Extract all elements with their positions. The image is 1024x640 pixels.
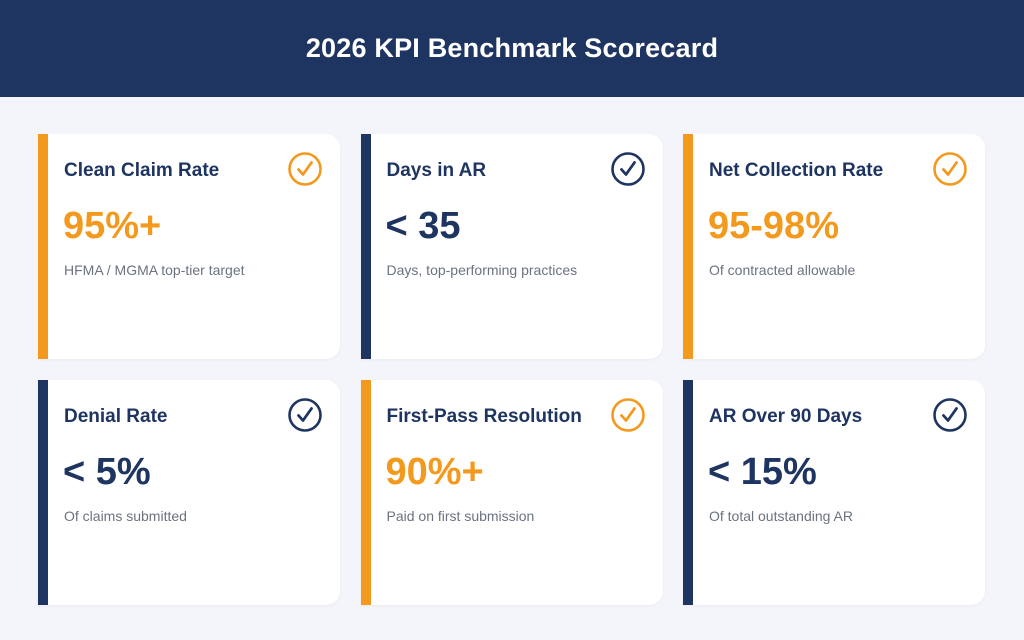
kpi-title: First-Pass Resolution [386, 406, 582, 427]
kpi-value: < 5% [63, 451, 151, 493]
kpi-title: AR Over 90 Days [709, 406, 863, 427]
kpi-card-ar-over-90-days: AR Over 90 Days < 15% Of total outstandi… [683, 380, 985, 605]
accent-bar [360, 134, 371, 359]
kpi-card-first-pass-resolution: First-Pass Resolution 90%+ Paid on first… [360, 380, 663, 605]
kpi-title: Net Collection Rate [709, 160, 884, 181]
kpi-card-grid: Clean Claim Rate 95%+ HFMA / MGMA top-ti… [38, 134, 985, 605]
kpi-value: 95%+ [63, 205, 162, 247]
kpi-description: HFMA / MGMA top-tier target [64, 262, 245, 278]
accent-bar [360, 380, 371, 605]
page-title: 2026 KPI Benchmark Scorecard [305, 33, 719, 63]
kpi-value: 95-98% [708, 205, 839, 247]
kpi-value: < 15% [708, 451, 817, 493]
accent-bar [38, 134, 48, 359]
kpi-card-denial-rate: Denial Rate < 5% Of claims submitted [38, 380, 340, 605]
check-circle-icon [933, 152, 967, 186]
accent-bar [683, 134, 693, 359]
check-circle-icon [610, 152, 645, 186]
check-circle-icon [610, 398, 645, 432]
page-header: 2026 KPI Benchmark Scorecard [0, 0, 1024, 97]
kpi-card-clean-claim-rate: Clean Claim Rate 95%+ HFMA / MGMA top-ti… [38, 134, 340, 359]
kpi-card-net-collection-rate: Net Collection Rate 95-98% Of contracted… [683, 134, 985, 359]
kpi-title: Clean Claim Rate [64, 160, 220, 181]
kpi-title: Days in AR [386, 160, 487, 181]
kpi-card-days-in-ar: Days in AR < 35 Days, top-performing pra… [360, 134, 663, 359]
kpi-value: < 35 [385, 205, 461, 247]
kpi-description: Days, top-performing practices [386, 262, 578, 278]
accent-bar [38, 380, 48, 605]
kpi-description: Paid on first submission [386, 508, 535, 524]
accent-bar [683, 380, 693, 605]
check-circle-icon [288, 398, 322, 432]
check-circle-icon [288, 152, 322, 186]
kpi-description: Of contracted allowable [709, 262, 856, 278]
kpi-description: Of total outstanding AR [709, 508, 853, 524]
check-circle-icon [933, 398, 967, 432]
kpi-description: Of claims submitted [64, 508, 187, 524]
kpi-value: 90%+ [385, 451, 484, 493]
kpi-title: Denial Rate [64, 406, 168, 427]
